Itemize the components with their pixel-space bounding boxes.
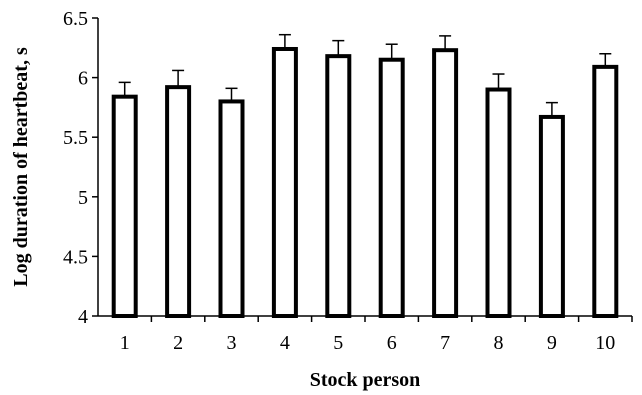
y-tick-label: 4	[78, 306, 88, 328]
y-tick-label: 4.5	[63, 246, 88, 268]
y-axis-ticks: 4 4.5 5 5.5 6 6.5	[63, 8, 98, 328]
y-tick-label: 6	[78, 68, 88, 90]
bar-2	[165, 85, 192, 318]
bars	[111, 33, 619, 319]
bar-7	[432, 48, 459, 319]
bar-8	[485, 87, 512, 318]
x-tick-label-1: 1	[120, 332, 130, 354]
x-tick-label-6: 6	[387, 332, 397, 354]
y-tick-label: 5	[78, 187, 88, 209]
bar-1	[111, 94, 138, 318]
x-axis-ticks: 1 2 3 4 5 6 7 8 9 10	[120, 316, 633, 354]
x-tick-label-9: 9	[547, 332, 557, 354]
y-axis-title: Log duration of heartbeat, s	[10, 47, 32, 287]
bar-5	[325, 54, 352, 318]
bar-10	[592, 64, 619, 319]
bar-4	[271, 46, 298, 318]
x-tick-label-4: 4	[280, 332, 290, 354]
x-axis-title: Stock person	[310, 369, 421, 391]
x-tick-label-7: 7	[440, 332, 450, 354]
bar-3	[218, 99, 245, 318]
y-tick-label: 5.5	[63, 127, 88, 149]
x-tick-label-5: 5	[333, 332, 343, 354]
bar-6	[378, 57, 405, 318]
x-tick-label-8: 8	[494, 332, 504, 354]
y-tick-label: 6.5	[63, 8, 88, 30]
x-tick-label-10: 10	[595, 332, 615, 354]
x-tick-label-2: 2	[173, 332, 183, 354]
bar-9	[538, 114, 565, 318]
x-tick-label-3: 3	[227, 332, 237, 354]
